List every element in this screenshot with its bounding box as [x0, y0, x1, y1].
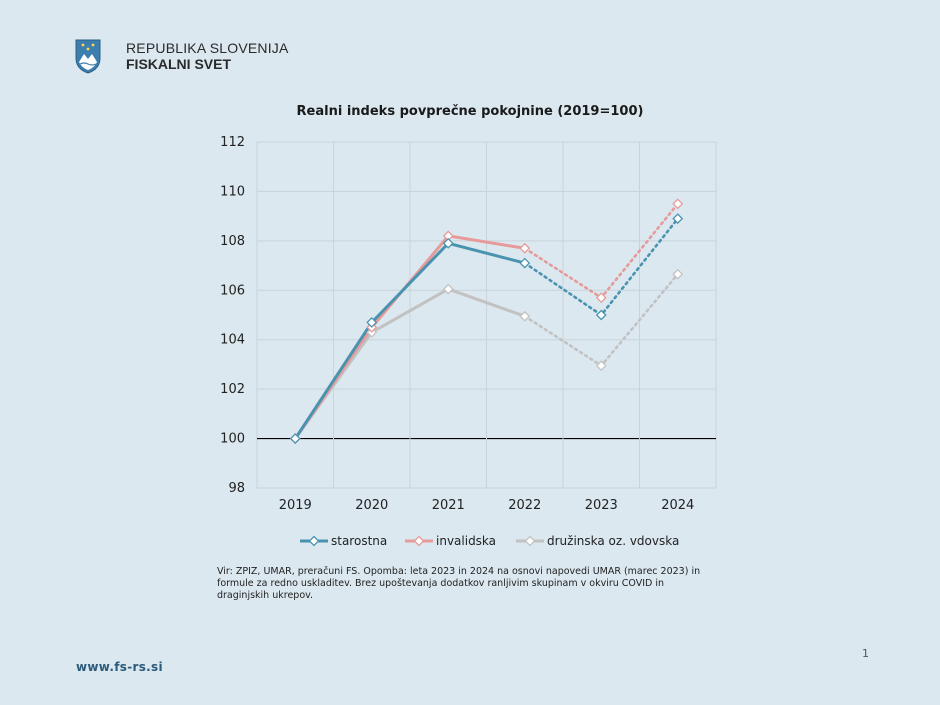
y-tick-label: 110 — [220, 184, 245, 199]
y-tick-label: 98 — [228, 481, 245, 496]
data-point-marker — [519, 257, 531, 269]
data-point-marker — [519, 310, 531, 322]
x-tick-label: 2024 — [661, 498, 694, 513]
chart-title: Realni indeks povprečne pokojnine (2019=… — [296, 104, 644, 119]
data-point-marker — [366, 316, 378, 328]
source-note: Vir: ZPIZ, UMAR, preračuni FS. Opomba: l… — [217, 566, 701, 601]
y-tick-label: 104 — [220, 333, 245, 348]
series-line-actual — [294, 241, 526, 440]
org-line-council: FISKALNI SVET — [126, 56, 232, 72]
organization-name: REPUBLIKA SLOVENIJA FISKALNI SVET — [126, 40, 289, 73]
legend-label: družinska oz. vdovska — [547, 534, 679, 548]
y-tick-label: 112 — [220, 135, 245, 150]
y-tick-label: 102 — [220, 382, 245, 397]
legend-label: invalidska — [436, 534, 496, 548]
org-line-republic: REPUBLIKA SLOVENIJA — [126, 40, 289, 56]
y-tick-label: 106 — [220, 283, 245, 298]
pension-index-chart: 98 100 102 104 106 108 110 112 2019 2020 2021 2022 2… — [220, 135, 717, 548]
legend-swatch-marker — [524, 535, 536, 547]
x-tick-label: 2020 — [355, 498, 388, 513]
page-number: 1 — [862, 647, 869, 660]
data-point-marker — [289, 433, 301, 444]
x-tick-label: 2023 — [585, 498, 618, 513]
data-point-marker — [672, 198, 684, 210]
data-point-marker — [595, 360, 607, 372]
slovenia-coat-of-arms-icon — [75, 39, 101, 74]
data-point-marker — [442, 237, 454, 249]
y-tick-label: 100 — [220, 432, 245, 447]
data-point-marker — [595, 292, 607, 304]
y-tick-label: 108 — [220, 234, 245, 249]
data-point-marker — [672, 213, 684, 225]
data-point-marker — [442, 283, 454, 295]
series-line-projection — [523, 202, 680, 300]
data-point-marker — [519, 242, 531, 254]
legend-swatch-marker — [308, 535, 320, 547]
legend-swatch-marker — [413, 535, 425, 547]
website-link[interactable]: www.fs-rs.si — [76, 660, 163, 674]
x-tick-label: 2022 — [508, 498, 541, 513]
data-point-marker — [672, 268, 684, 280]
legend-label: starostna — [331, 534, 387, 548]
data-point-marker — [595, 309, 607, 321]
x-tick-label: 2019 — [279, 498, 312, 513]
x-tick-label: 2021 — [432, 498, 465, 513]
